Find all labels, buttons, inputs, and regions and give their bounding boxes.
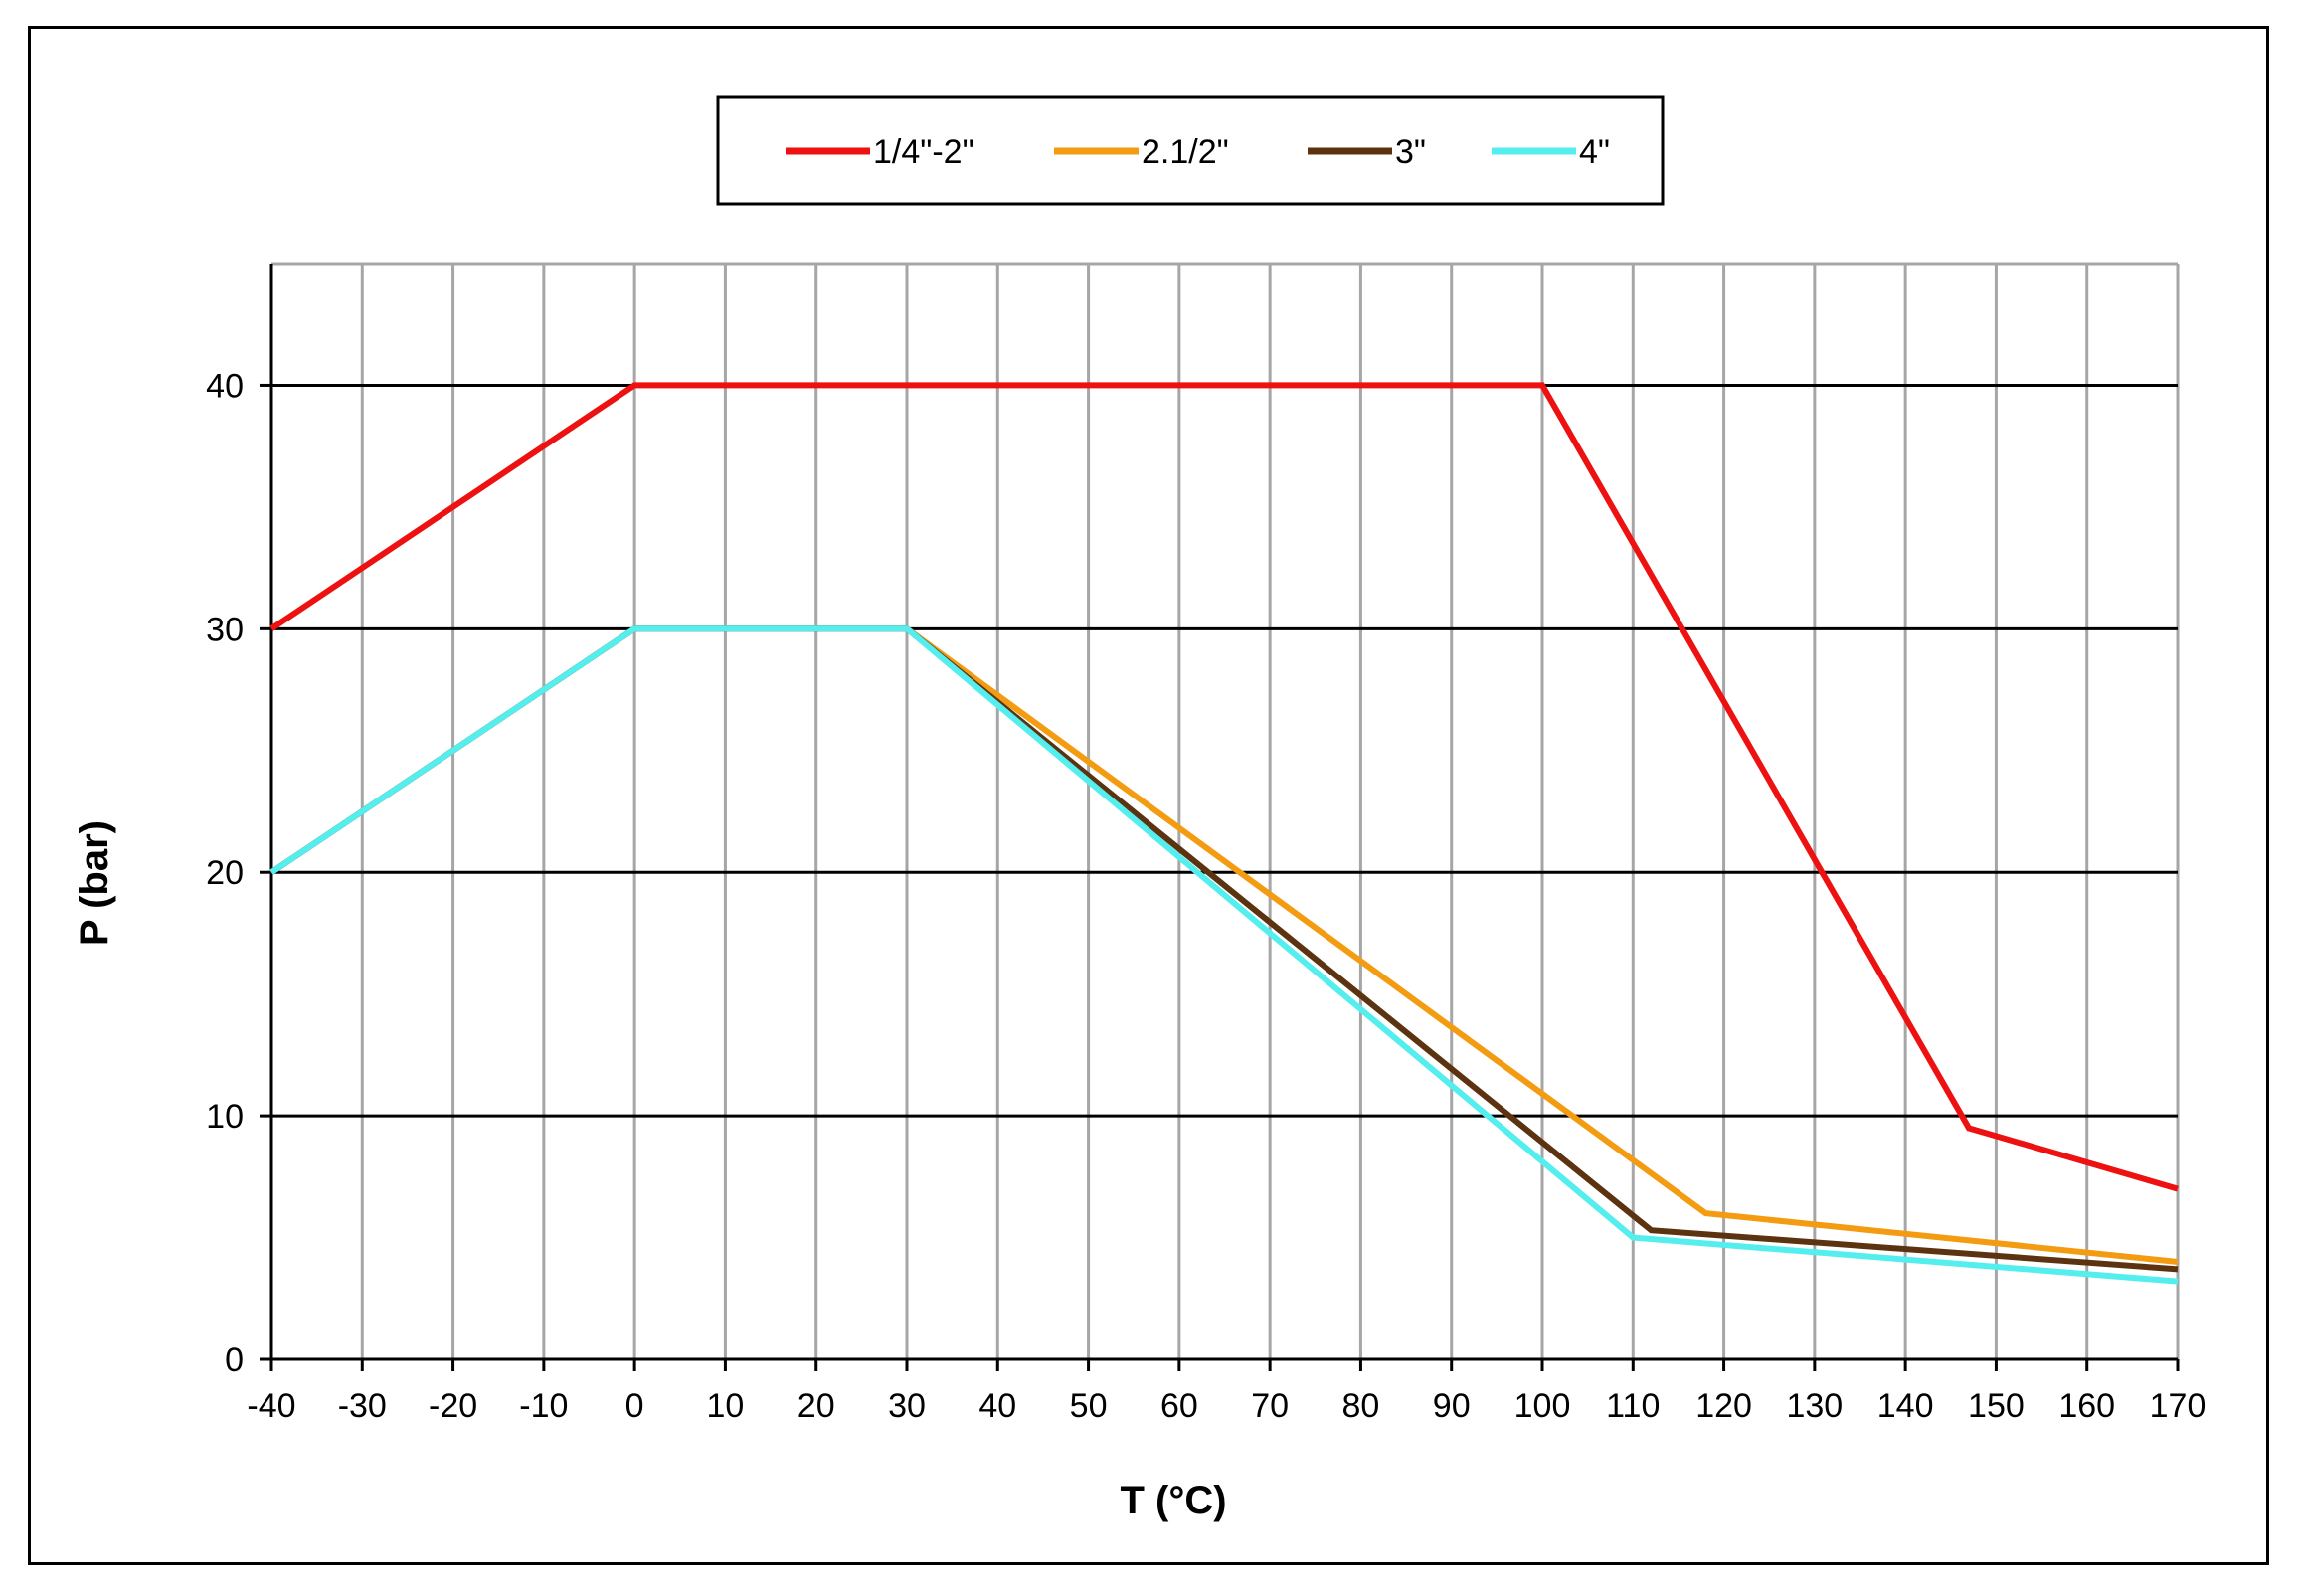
x-tick-label: 120 xyxy=(1695,1387,1752,1425)
y-tick-label: 40 xyxy=(206,367,244,405)
x-tick-label: -20 xyxy=(429,1387,477,1425)
y-tick-label: 30 xyxy=(206,611,244,648)
x-tick-label: 100 xyxy=(1514,1387,1571,1425)
x-tick-label: 30 xyxy=(888,1387,926,1425)
series-lines xyxy=(269,382,2179,1285)
x-tick-label: 110 xyxy=(1606,1387,1660,1425)
legend-items: 1/4"-2" 2.1/2" 3" 4" xyxy=(786,133,1610,171)
legend: 1/4"-2" 2.1/2" 3" 4" xyxy=(716,95,1665,206)
legend-label: 4" xyxy=(1579,133,1610,171)
x-tick-label: 0 xyxy=(625,1387,644,1425)
series-line-1 xyxy=(269,382,2179,1192)
x-tick-label: 160 xyxy=(2058,1387,2115,1425)
series-line-3 xyxy=(269,625,2179,1273)
axes xyxy=(260,264,2180,1371)
x-tick-label: 20 xyxy=(797,1387,835,1425)
x-tick-label: -30 xyxy=(338,1387,387,1425)
series-line-4 xyxy=(269,625,2179,1285)
series-line-2 xyxy=(269,625,2179,1265)
x-tick-label: 140 xyxy=(1877,1387,1934,1425)
x-tick-label: 10 xyxy=(707,1387,745,1425)
x-tick-label: 90 xyxy=(1433,1387,1471,1425)
x-tick-label: 40 xyxy=(978,1387,1016,1425)
x-axis-title: T (°C) xyxy=(1120,1479,1226,1522)
tick-labels: -40 -30 -20 -10 0 10 20 30 40 50 60 70 80 90 100 110 120… xyxy=(206,367,2206,1425)
x-tick-label: 170 xyxy=(2150,1387,2207,1425)
legend-label: 2.1/2" xyxy=(1142,133,1229,171)
x-tick-label: 80 xyxy=(1342,1387,1380,1425)
x-tick-label: 70 xyxy=(1251,1387,1289,1425)
legend-label: 1/4"-2" xyxy=(873,133,974,171)
x-tick-label: 130 xyxy=(1786,1387,1843,1425)
grid xyxy=(271,262,2180,1359)
chart-frame xyxy=(28,26,2269,1565)
legend-label: 3" xyxy=(1395,133,1426,171)
x-tick-label: 150 xyxy=(1968,1387,2025,1425)
y-tick-label: 10 xyxy=(206,1098,244,1136)
y-tick-label: 0 xyxy=(225,1341,244,1379)
x-tick-label: 60 xyxy=(1160,1387,1198,1425)
x-tick-label: -40 xyxy=(247,1387,295,1425)
x-tick-label: -10 xyxy=(519,1387,568,1425)
y-axis-title: P (bar) xyxy=(73,820,116,946)
y-tick-label: 20 xyxy=(206,854,244,892)
x-tick-label: 50 xyxy=(1070,1387,1108,1425)
